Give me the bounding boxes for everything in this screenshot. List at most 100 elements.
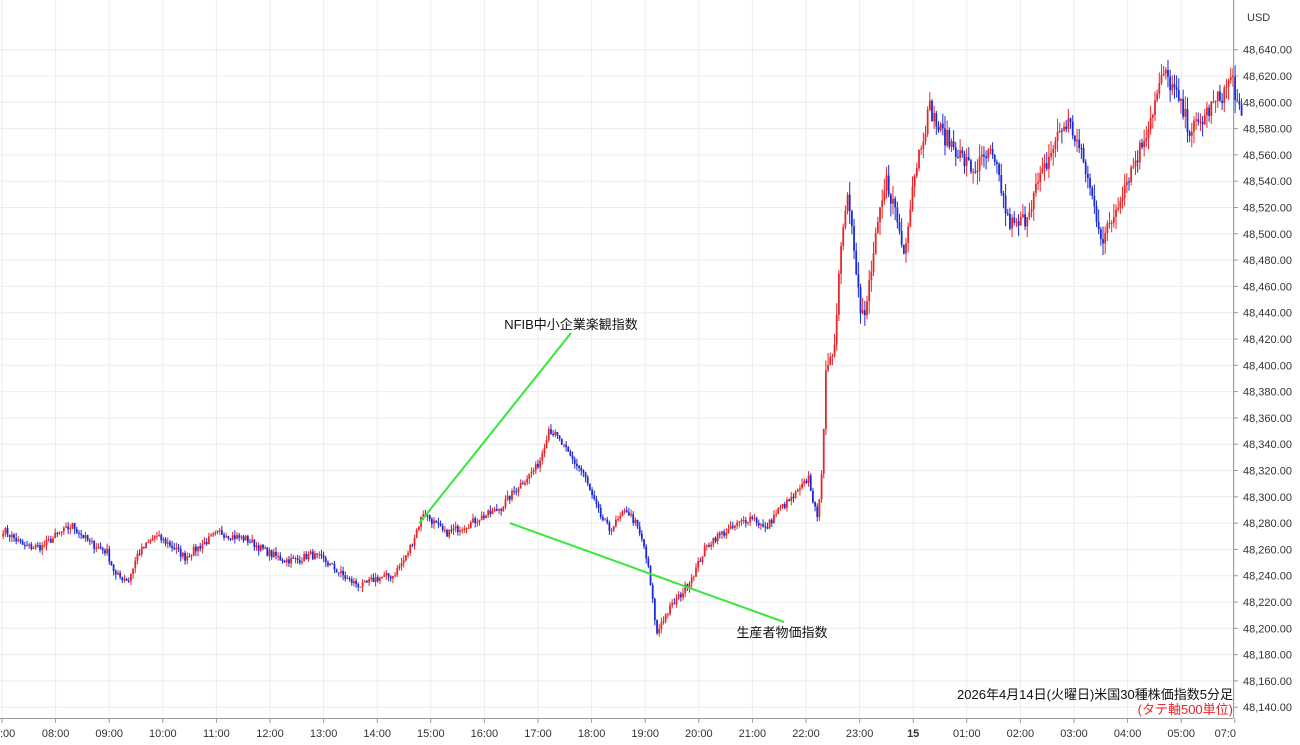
candle-body <box>84 535 87 539</box>
candle-body <box>980 154 983 157</box>
candle-body <box>948 130 951 147</box>
candle-body <box>708 545 710 547</box>
candle-body <box>164 538 167 544</box>
candle-body <box>1143 140 1146 148</box>
candle-body <box>127 580 130 582</box>
y-tick-label: 48,500.00 <box>1243 229 1292 241</box>
candle-body <box>348 578 351 580</box>
candle-body <box>143 546 145 549</box>
candle-body <box>928 100 931 110</box>
candle-body <box>965 157 968 167</box>
candle-body <box>857 274 860 288</box>
x-tick-label: 10:00 <box>149 728 177 740</box>
candle-body <box>1156 93 1159 101</box>
candle-body <box>896 207 899 223</box>
candle-body <box>26 545 28 547</box>
candle-body <box>179 548 182 557</box>
candle-body <box>866 301 868 316</box>
candle-body <box>727 528 730 533</box>
candle-body <box>253 539 256 548</box>
candle-body <box>922 141 925 149</box>
candle-body <box>428 515 431 520</box>
candle-body <box>231 535 234 540</box>
candle-body <box>350 579 353 584</box>
candle-body <box>314 553 316 560</box>
currency-label: USD <box>1247 12 1270 24</box>
candle-body <box>36 545 39 547</box>
candle-body <box>1035 183 1037 193</box>
candle-body <box>814 502 816 507</box>
y-tick-labels: 48,140.00 48,160.00 48,180.00 48,200.00 48,2… <box>1233 45 1292 714</box>
candle-body <box>1184 108 1187 117</box>
candle-body <box>721 531 723 535</box>
candle-body <box>972 171 975 173</box>
candle-body <box>796 490 799 492</box>
candle-body <box>911 186 914 210</box>
candle-body <box>229 538 232 540</box>
candle-body <box>1154 100 1156 116</box>
candle-body <box>630 514 632 516</box>
candle-body <box>417 526 420 531</box>
candle-body <box>528 473 531 479</box>
candle-body <box>1099 229 1102 240</box>
candle-body <box>757 522 760 526</box>
candle-body <box>104 550 106 554</box>
candle-body <box>307 554 310 560</box>
candle-body <box>777 507 780 514</box>
candle-body <box>448 529 451 537</box>
candle-body <box>935 113 938 127</box>
candle-body <box>534 463 537 471</box>
candle-body <box>342 570 345 576</box>
candle-body <box>506 495 509 500</box>
y-tick-label: 48,220.00 <box>1243 597 1292 609</box>
candle-body <box>337 572 340 574</box>
candle-body <box>149 539 152 543</box>
candle-body <box>1232 75 1234 78</box>
candle-body <box>355 580 357 585</box>
candle-body <box>426 515 429 517</box>
candle-body <box>91 540 93 542</box>
candle-body <box>402 560 405 563</box>
candle-body <box>1063 126 1065 132</box>
candle-body <box>679 594 682 598</box>
candle-body <box>1141 142 1143 148</box>
candle-body <box>937 126 940 131</box>
candle-body <box>697 561 700 568</box>
candle-body <box>521 483 524 485</box>
y-tick-label: 48,600.00 <box>1243 97 1292 109</box>
candle-body <box>584 472 587 478</box>
candle-body <box>1234 75 1236 101</box>
candle-body <box>638 526 641 534</box>
candle-body <box>394 575 396 577</box>
x-tick-label: 16:00 <box>471 728 499 740</box>
candle-body <box>621 511 624 516</box>
candle-body <box>718 533 721 535</box>
candle-body <box>49 539 52 543</box>
x-tick-label: 11:00 <box>203 728 230 740</box>
candle-body <box>723 531 726 536</box>
candle-body <box>363 581 366 583</box>
candle-body <box>1162 73 1165 76</box>
candle-body <box>773 515 775 524</box>
candle-body <box>887 175 890 195</box>
y-tick-label: 48,620.00 <box>1243 71 1292 83</box>
candle-body <box>1078 139 1081 149</box>
candle-body <box>1108 222 1111 224</box>
candle-body <box>140 546 143 555</box>
candle-body <box>1203 115 1206 125</box>
candle-body <box>1039 173 1042 183</box>
candle-body <box>106 548 109 554</box>
candle-body <box>1240 104 1243 116</box>
candle-body <box>543 448 546 454</box>
candle-body <box>1182 98 1185 117</box>
candle-body <box>1071 121 1074 136</box>
candle-body <box>407 553 409 556</box>
candle-body <box>1000 175 1003 194</box>
candle-body <box>926 109 929 134</box>
candle-body <box>933 113 936 122</box>
candle-body <box>197 546 199 552</box>
candle-body <box>19 539 22 542</box>
candle-body <box>991 149 994 156</box>
candle-body <box>837 273 840 315</box>
candle-body <box>23 544 26 546</box>
